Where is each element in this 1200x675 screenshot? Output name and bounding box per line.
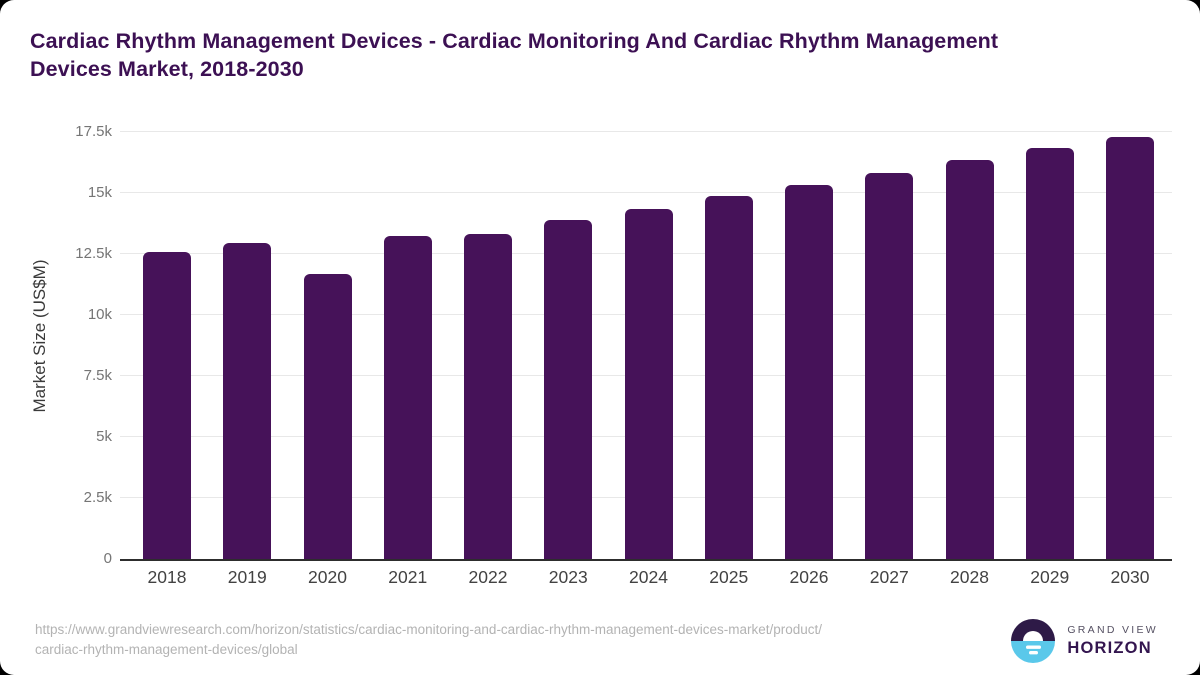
y-tick-label-12.5k: 12.5k bbox=[75, 245, 112, 262]
y-tick-label-5k: 5k bbox=[96, 428, 112, 445]
source-url-line2: cardiac-rhythm-management-devices/global bbox=[35, 642, 298, 657]
y-tick-label-10k: 10k bbox=[87, 306, 112, 323]
x-tick-label-2020: 2020 bbox=[308, 567, 347, 587]
bar-2030 bbox=[1106, 137, 1154, 559]
grand-view-horizon-logo: GRAND VIEW HORIZON bbox=[1011, 619, 1158, 663]
bar-2024 bbox=[624, 209, 673, 559]
source-url-line1: https://www.grandviewresearch.com/horizo… bbox=[35, 622, 823, 637]
bar-2020 bbox=[303, 274, 352, 559]
bar-2022 bbox=[464, 233, 512, 559]
bar-2029 bbox=[1025, 148, 1074, 559]
bar-2026 bbox=[785, 184, 833, 559]
bar-2019 bbox=[223, 243, 272, 559]
chart-title: Cardiac Rhythm Management Devices - Card… bbox=[30, 27, 1180, 83]
x-tick-label-2023: 2023 bbox=[548, 567, 588, 587]
x-tick-label-2029: 2029 bbox=[1030, 567, 1070, 587]
x-tick-label-2019: 2019 bbox=[227, 567, 267, 587]
plot-area bbox=[120, 131, 1172, 561]
x-tick-label-2027: 2027 bbox=[869, 567, 909, 587]
x-tick-label-2024: 2024 bbox=[629, 567, 668, 587]
y-tick-label-7.5k: 7.5k bbox=[83, 367, 112, 384]
bar-2028 bbox=[945, 160, 994, 559]
x-tick-label-2028: 2028 bbox=[950, 567, 989, 587]
bar-2023 bbox=[544, 220, 593, 559]
y-tick-label-15k: 15k bbox=[87, 184, 112, 201]
bar-2021 bbox=[383, 235, 432, 559]
bar-2027 bbox=[865, 172, 914, 559]
bar-2025 bbox=[704, 195, 753, 559]
y-axis-tick-labels: 0 2.5k 5k 7.5k 10k 12.5k 15k 17.5k bbox=[0, 124, 112, 567]
gridline-17.5k bbox=[120, 131, 1172, 132]
y-tick-label-0: 0 bbox=[103, 550, 112, 567]
x-tick-label-2018: 2018 bbox=[147, 567, 187, 587]
source-url: https://www.grandviewresearch.com/horizo… bbox=[35, 620, 822, 660]
y-tick-label-17.5k: 17.5k bbox=[75, 123, 112, 140]
x-tick-label-2030: 2030 bbox=[1110, 567, 1150, 587]
x-tick-label-2021: 2021 bbox=[388, 567, 428, 587]
y-tick-label-2.5k: 2.5k bbox=[83, 489, 112, 506]
horizon-sun-icon bbox=[1011, 619, 1056, 663]
x-tick-label-2022: 2022 bbox=[468, 567, 508, 587]
x-tick-label-2026: 2026 bbox=[789, 567, 829, 587]
bar-2018 bbox=[143, 251, 191, 559]
x-tick-label-2025: 2025 bbox=[709, 567, 749, 587]
logo-wordmark: GRAND VIEW HORIZON bbox=[1067, 624, 1158, 658]
logo-grand-view-text: GRAND VIEW bbox=[1067, 624, 1158, 636]
chart-title-line1: Cardiac Rhythm Management Devices - Card… bbox=[30, 29, 999, 53]
x-axis-tick-labels: 2018 2019 2020 2021 2022 2023 2024 2025 2026 2027… bbox=[120, 567, 1172, 591]
gridline-15k bbox=[120, 192, 1172, 193]
chart-title-line2: Devices Market, 2018-2030 bbox=[30, 57, 304, 81]
logo-horizon-text: HORIZON bbox=[1067, 639, 1152, 657]
